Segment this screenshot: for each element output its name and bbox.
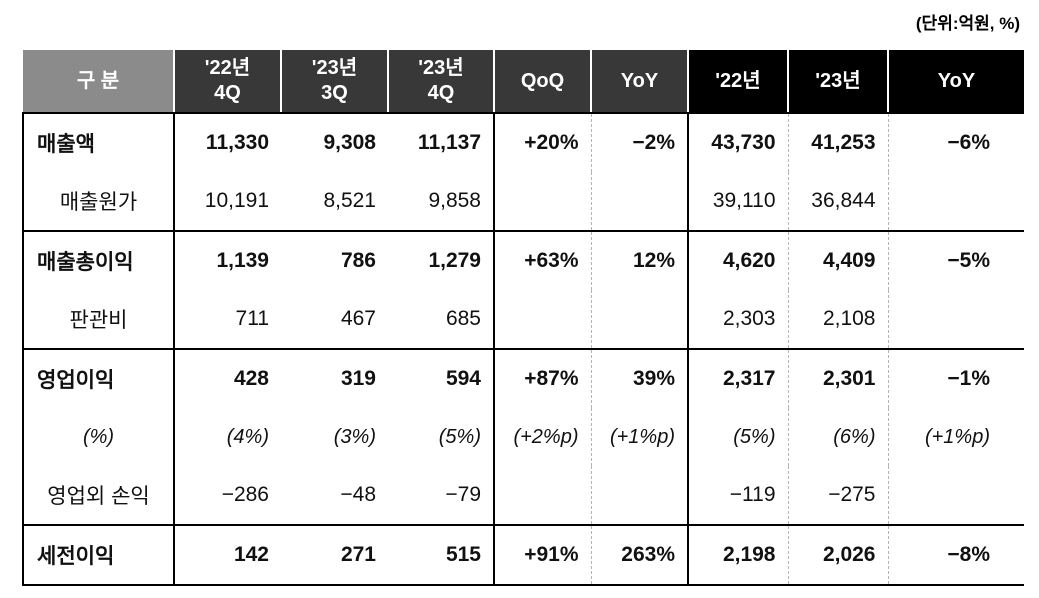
cell bbox=[494, 172, 592, 231]
cell: −286 bbox=[221, 483, 269, 506]
header-row: 구 분 '22년 4Q '23년 3Q '23년 4Q QoQ YoY '22년… bbox=[23, 50, 1024, 114]
cell: 685 bbox=[388, 290, 495, 349]
header-23y-annual: '23년 bbox=[788, 50, 889, 114]
cell: 142 bbox=[174, 524, 281, 586]
row-label: 영업이익 bbox=[22, 348, 175, 408]
cell: 467 bbox=[340, 307, 376, 330]
financial-summary-table: 구 분 '22년 4Q '23년 3Q '23년 4Q QoQ YoY '22년… bbox=[22, 50, 1024, 586]
cell: 4,620 bbox=[688, 230, 789, 290]
cell bbox=[494, 466, 592, 525]
row-label: 매출총이익 bbox=[22, 230, 175, 290]
cell: −48 bbox=[340, 483, 376, 506]
cell: 10,191 bbox=[204, 189, 269, 212]
cell: 263% bbox=[591, 524, 689, 586]
cell bbox=[888, 290, 1024, 349]
cell: (+2%p) bbox=[494, 408, 592, 466]
row-label: 영업외 손익 bbox=[22, 466, 175, 525]
cell: −119 bbox=[688, 466, 789, 525]
row-operating-margin: (%) (4%) (3%) (5%) (+2%p) (+1%p) (5%) (6… bbox=[22, 408, 1024, 466]
cell: 1,139 bbox=[174, 230, 281, 290]
cell: −2% bbox=[591, 112, 689, 172]
row-label: 판관비 bbox=[22, 290, 175, 349]
cell: 711 bbox=[235, 307, 269, 330]
header-23y-3q: '23년 3Q bbox=[281, 50, 389, 114]
cell: 41,253 bbox=[788, 112, 889, 172]
cell: (+1%p) bbox=[591, 408, 689, 466]
cell: 594 bbox=[388, 348, 495, 408]
cell: 1,279 bbox=[388, 230, 495, 290]
cell bbox=[888, 466, 1024, 525]
row-sgna: 판관비 711 467 685 2,303 2,108 bbox=[22, 290, 1024, 349]
cell: +63% bbox=[494, 230, 592, 290]
cell: 36,844 bbox=[788, 172, 889, 231]
cell: −5% bbox=[888, 230, 1024, 290]
cell: 428 bbox=[174, 348, 281, 408]
row-label: 매출원가 bbox=[22, 172, 175, 231]
cell: (3%) bbox=[333, 425, 376, 448]
cell: 8,521 bbox=[323, 189, 376, 212]
cell: 2,108 bbox=[788, 290, 889, 349]
cell: 39,110 bbox=[688, 172, 789, 231]
header-qoq: QoQ bbox=[494, 50, 592, 114]
cell: 43,730 bbox=[688, 112, 789, 172]
row-non-operating-income: 영업외 손익 −286 −48 −79 −119 −275 bbox=[22, 466, 1024, 525]
header-22y-4q: '22년 4Q bbox=[174, 50, 282, 114]
row-pretax-profit: 세전이익 142 271 515 +91% 263% 2,198 2,026 −… bbox=[22, 524, 1024, 586]
cell bbox=[494, 290, 592, 349]
header-yoy-annual: YoY bbox=[888, 50, 1024, 114]
cell bbox=[591, 172, 689, 231]
cell bbox=[591, 466, 689, 525]
header-yoy-quarter: YoY bbox=[591, 50, 689, 114]
cell: (+1%p) bbox=[924, 425, 990, 448]
cell: 39% bbox=[591, 348, 689, 408]
header-22y-annual: '22년 bbox=[688, 50, 789, 114]
cell: −6% bbox=[888, 112, 1024, 172]
row-label: 매출액 bbox=[22, 112, 175, 172]
cell: 786 bbox=[281, 230, 388, 290]
cell: −8% bbox=[888, 524, 1024, 586]
cell: 11,137 bbox=[388, 112, 495, 172]
cell: 11,330 bbox=[174, 112, 281, 172]
cell: +87% bbox=[494, 348, 592, 408]
cell: −1% bbox=[888, 348, 1024, 408]
cell: 515 bbox=[388, 524, 495, 586]
cell: 2,303 bbox=[688, 290, 789, 349]
unit-label: (단위:억원, %) bbox=[915, 14, 1020, 33]
cell: 12% bbox=[591, 230, 689, 290]
row-operating-profit: 영업이익 428 319 594 +87% 39% 2,317 2,301 −1… bbox=[22, 348, 1024, 408]
row-label: 세전이익 bbox=[22, 524, 175, 586]
cell: −79 bbox=[388, 466, 495, 525]
cell: (4%) bbox=[226, 425, 269, 448]
table-header: 구 분 '22년 4Q '23년 3Q '23년 4Q QoQ YoY '22년… bbox=[23, 50, 1024, 114]
cell: +91% bbox=[494, 524, 592, 586]
cell: (6%) bbox=[788, 408, 889, 466]
cell: 271 bbox=[281, 524, 388, 586]
header-23y-4q: '23년 4Q bbox=[388, 50, 495, 114]
row-revenue: 매출액 11,330 9,308 11,137 +20% −2% 43,730 … bbox=[22, 112, 1024, 172]
row-gross-profit: 매출총이익 1,139 786 1,279 +63% 12% 4,620 4,4… bbox=[22, 230, 1024, 290]
header-category: 구 분 bbox=[23, 50, 175, 114]
cell: 319 bbox=[281, 348, 388, 408]
cell: 4,409 bbox=[788, 230, 889, 290]
cell: 2,198 bbox=[688, 524, 789, 586]
cell: 2,026 bbox=[788, 524, 889, 586]
row-label: (%) bbox=[22, 408, 175, 466]
cell bbox=[591, 290, 689, 349]
cell: 9,858 bbox=[388, 172, 495, 231]
cell: +20% bbox=[494, 112, 592, 172]
cell: 2,317 bbox=[688, 348, 789, 408]
cell: (5%) bbox=[688, 408, 789, 466]
cell: 2,301 bbox=[788, 348, 889, 408]
cell bbox=[888, 172, 1024, 231]
cell: (5%) bbox=[388, 408, 495, 466]
cell: −275 bbox=[788, 466, 889, 525]
cell: 9,308 bbox=[281, 112, 388, 172]
row-cogs: 매출원가 10,191 8,521 9,858 39,110 36,844 bbox=[22, 172, 1024, 231]
